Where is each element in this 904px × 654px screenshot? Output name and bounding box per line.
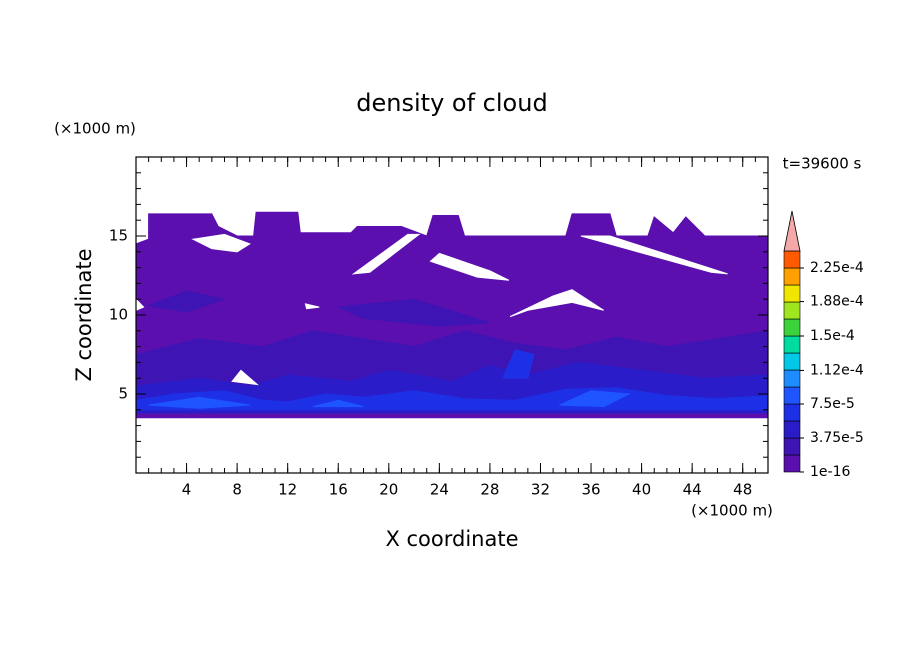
colorbar-band bbox=[783, 386, 801, 405]
x-tick-label: 16 bbox=[329, 481, 348, 499]
colorbar-band bbox=[783, 301, 801, 320]
y-tick-label: 15 bbox=[109, 227, 128, 245]
chart-title: density of cloud bbox=[356, 89, 547, 117]
colorbar-tick-label: 1.88e-4 bbox=[810, 294, 864, 310]
colorbar-tick-label: 7.5e-5 bbox=[810, 396, 855, 412]
colorbar-tick-label: 1e-16 bbox=[810, 464, 850, 480]
colorbar-band bbox=[783, 420, 801, 439]
colorbar-band bbox=[783, 369, 801, 388]
contour-gap bbox=[351, 233, 421, 275]
y-tick-label: 5 bbox=[118, 385, 128, 403]
contour-gap bbox=[231, 369, 259, 386]
colorbar-band bbox=[783, 403, 801, 422]
colorbar-band bbox=[783, 352, 801, 371]
contour-gap bbox=[136, 298, 145, 311]
y-tick-label: 10 bbox=[109, 306, 128, 324]
colorbar-tick-label: 3.75e-5 bbox=[810, 430, 864, 446]
x-tick-label: 8 bbox=[232, 481, 242, 499]
colorbar-extend bbox=[783, 210, 801, 252]
y-axis-label: Z coordinate bbox=[72, 248, 96, 381]
contour-region bbox=[148, 396, 250, 409]
colorbar-band bbox=[783, 437, 801, 456]
colorbar-band bbox=[783, 267, 801, 286]
x-tick-label: 4 bbox=[182, 481, 192, 499]
contour-region bbox=[312, 399, 364, 408]
colorbar-tick-label: 1.5e-4 bbox=[810, 328, 855, 344]
contour-gap bbox=[580, 235, 728, 275]
x-tick-label: 20 bbox=[379, 481, 398, 499]
contour-region bbox=[501, 349, 535, 379]
contour-gap bbox=[304, 303, 320, 310]
x-tick-label: 24 bbox=[430, 481, 449, 499]
contour-field bbox=[136, 211, 768, 419]
x-tick-label: 44 bbox=[683, 481, 702, 499]
x-tick-label: 48 bbox=[733, 481, 752, 499]
colorbar-band bbox=[783, 284, 801, 303]
y-unit: (×1000 m) bbox=[54, 120, 136, 138]
contour-region bbox=[146, 290, 227, 313]
x-tick-label: 28 bbox=[480, 481, 499, 499]
x-unit: (×1000 m) bbox=[691, 502, 773, 520]
colorbar-band bbox=[783, 454, 801, 473]
contour-gap bbox=[429, 252, 510, 281]
contour-region bbox=[559, 390, 631, 408]
x-axis-label: X coordinate bbox=[385, 527, 518, 551]
colorbar-tick-label: 1.12e-4 bbox=[810, 362, 864, 378]
colorbar-band bbox=[783, 250, 801, 269]
colorbar-band bbox=[783, 318, 801, 337]
colorbar-band bbox=[783, 335, 801, 354]
x-tick-label: 40 bbox=[632, 481, 651, 499]
x-tick-label: 36 bbox=[581, 481, 600, 499]
time-label: t=39600 s bbox=[783, 155, 862, 173]
contour-region bbox=[336, 298, 491, 327]
x-tick-label: 12 bbox=[278, 481, 297, 499]
contour-gap bbox=[191, 233, 251, 253]
x-tick-label: 32 bbox=[531, 481, 550, 499]
colorbar-tick-label: 2.25e-4 bbox=[810, 260, 864, 276]
contour-gap bbox=[509, 289, 604, 318]
